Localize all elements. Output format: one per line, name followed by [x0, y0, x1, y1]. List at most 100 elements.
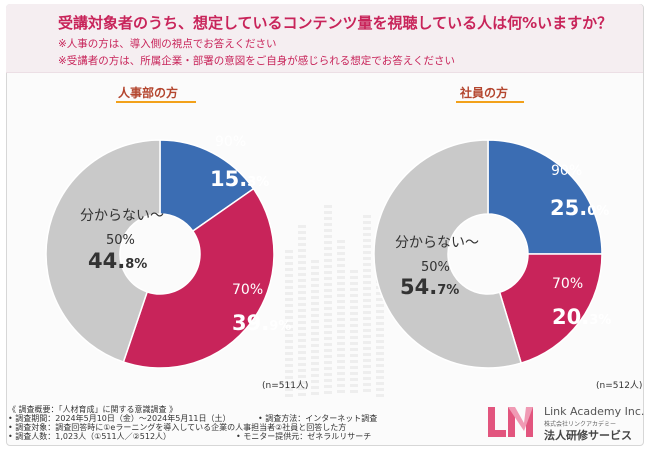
bg-bar-segment — [324, 235, 332, 238]
bg-bar-segment — [324, 265, 332, 268]
bg-bar-segment — [363, 359, 371, 362]
bg-bar-segment — [363, 263, 371, 266]
bg-bar-segment — [324, 277, 332, 280]
bg-bar-segment — [324, 337, 332, 340]
bg-bar-segment — [311, 386, 319, 389]
slice-category-label: 90% — [215, 134, 246, 150]
note-hr: ※人事の方は、導入側の視点でお答えください — [58, 38, 277, 50]
slice-prefix-label: 分からない〜 — [80, 208, 164, 224]
bg-bar-segment — [350, 384, 358, 387]
bg-bar-segment — [298, 225, 306, 228]
bg-bar-segment — [285, 310, 293, 313]
bg-bar-segment — [350, 294, 358, 297]
bg-bar-segment — [311, 320, 319, 323]
bg-bar-segment — [350, 336, 358, 339]
bg-bar-segment — [376, 358, 384, 361]
bg-bar-segment — [337, 360, 345, 363]
bg-bar-segment — [285, 250, 293, 253]
bg-bar-segment — [337, 354, 345, 357]
panel-underline-employee — [456, 101, 524, 103]
footer-provider: • モニター提供元：ゼネラルリサーチ — [236, 432, 372, 441]
bg-bar-segment — [311, 290, 319, 293]
bg-bar-segment — [311, 332, 319, 335]
donut-slice — [159, 139, 255, 233]
bg-bar-segment — [324, 223, 332, 226]
bg-bar-segment — [376, 334, 384, 337]
bg-bar-segment — [350, 360, 358, 363]
bg-bar-segment — [376, 298, 384, 301]
slice-value-label: 20.3% — [552, 305, 611, 329]
bg-bar-segment — [363, 233, 371, 236]
bg-bar-segment — [363, 239, 371, 242]
bg-bar-segment — [363, 317, 371, 320]
bg-bar-segment — [337, 276, 345, 279]
bg-bar-segment — [285, 346, 293, 349]
bg-bar-segment — [337, 246, 345, 249]
bg-bar-segment — [350, 270, 358, 273]
bg-bar-segment — [337, 336, 345, 339]
panel-title-employee: 社員の方 — [460, 86, 509, 100]
bg-bar-segment — [285, 352, 293, 355]
panel-underline-hr — [116, 101, 196, 103]
donut-slice — [487, 139, 603, 255]
bg-bar-segment — [324, 385, 332, 388]
bg-bar-segment — [337, 318, 345, 321]
bg-bar-segment — [363, 311, 371, 314]
bg-bar-segment — [285, 382, 293, 385]
bg-bar-segment — [350, 372, 358, 375]
bg-bar-segment — [324, 319, 332, 322]
bg-bar-segment — [298, 297, 306, 300]
bg-bar-segment — [376, 310, 384, 313]
bg-bar-segment — [285, 394, 293, 397]
bg-bar-segment — [298, 267, 306, 270]
bg-bar-segment — [298, 315, 306, 318]
bg-bar-segment — [285, 328, 293, 331]
bg-bar-segment — [337, 372, 345, 375]
bg-bar-segment — [298, 369, 306, 372]
slice-category-label: 50% — [421, 260, 450, 275]
bg-bar-segment — [311, 380, 319, 383]
bg-bar-segment — [324, 295, 332, 298]
bg-bar-segment — [376, 316, 384, 319]
bg-bar-segment — [324, 289, 332, 292]
bg-bar-segment — [363, 287, 371, 290]
bg-bar-segment — [311, 374, 319, 377]
bg-bar-segment — [298, 321, 306, 324]
footer-target: • 調査対象：調査回答時に①eラーニングを導入している企業の人事担当者②社員と回… — [8, 423, 347, 432]
bg-bar-segment — [298, 237, 306, 240]
bg-bar-segment — [363, 245, 371, 248]
bg-bar-segment — [324, 349, 332, 352]
bg-bar-segment — [298, 255, 306, 258]
bg-bar-segment — [350, 312, 358, 315]
slice-value-label: 39.9% — [232, 311, 291, 335]
bg-bar-segment — [298, 339, 306, 342]
bg-bar-segment — [298, 261, 306, 264]
bg-bar-segment — [285, 340, 293, 343]
slice-category-label: 70% — [552, 276, 583, 292]
bg-bar-segment — [311, 272, 319, 275]
donut-slice — [373, 139, 523, 369]
bg-bar-segment — [337, 282, 345, 285]
bg-bar-segment — [285, 364, 293, 367]
bg-bar-segment — [363, 257, 371, 260]
bg-bar-segment — [298, 303, 306, 306]
bg-bar-segment — [350, 348, 358, 351]
bg-bar-segment — [311, 278, 319, 281]
bg-bar-segment — [324, 259, 332, 262]
bg-bar-segment — [311, 362, 319, 365]
bg-bar-segment — [298, 345, 306, 348]
bg-bar-segment — [337, 366, 345, 369]
bg-bar-segment — [350, 390, 358, 393]
question-title: 受講対象者のうち、想定しているコンテンツ量を視聴している人は何%いますか？ — [58, 14, 613, 32]
bg-bar-segment — [298, 351, 306, 354]
logo-name: Link Academy Inc. — [544, 405, 645, 418]
bg-bar-segment — [363, 353, 371, 356]
panel-title-hr: 人事部の方 — [118, 86, 179, 100]
slice-category-label: 50% — [106, 233, 135, 248]
bg-bar-segment — [350, 300, 358, 303]
bg-bar-segment — [298, 375, 306, 378]
bg-bar-segment — [363, 221, 371, 224]
bg-bar-segment — [311, 260, 319, 263]
bg-bar-segment — [285, 304, 293, 307]
bg-bar-segment — [350, 354, 358, 357]
